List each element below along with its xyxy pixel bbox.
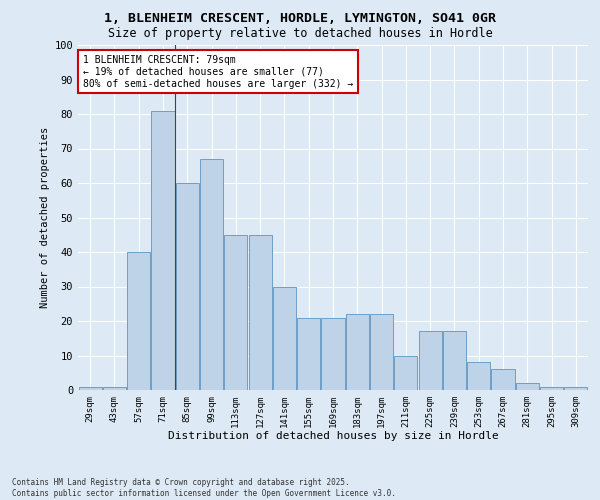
Bar	[370, 314, 393, 390]
Bar	[273, 286, 296, 390]
Bar	[200, 159, 223, 390]
Text: 1 BLENHEIM CRESCENT: 79sqm
← 19% of detached houses are smaller (77)
80% of semi: 1 BLENHEIM CRESCENT: 79sqm ← 19% of deta…	[83, 56, 353, 88]
Bar	[540, 386, 563, 390]
Bar	[565, 386, 587, 390]
Bar	[297, 318, 320, 390]
Bar	[103, 386, 126, 390]
Bar	[491, 370, 515, 390]
Bar	[151, 110, 175, 390]
X-axis label: Distribution of detached houses by size in Hordle: Distribution of detached houses by size …	[167, 432, 499, 442]
Bar	[443, 332, 466, 390]
Y-axis label: Number of detached properties: Number of detached properties	[40, 127, 50, 308]
Bar	[127, 252, 150, 390]
Text: Size of property relative to detached houses in Hordle: Size of property relative to detached ho…	[107, 28, 493, 40]
Bar	[176, 183, 199, 390]
Bar	[394, 356, 418, 390]
Bar	[467, 362, 490, 390]
Bar	[419, 332, 442, 390]
Bar	[224, 235, 247, 390]
Text: 1, BLENHEIM CRESCENT, HORDLE, LYMINGTON, SO41 0GR: 1, BLENHEIM CRESCENT, HORDLE, LYMINGTON,…	[104, 12, 496, 26]
Bar	[248, 235, 272, 390]
Bar	[516, 383, 539, 390]
Bar	[79, 386, 101, 390]
Bar	[346, 314, 369, 390]
Bar	[322, 318, 344, 390]
Text: Contains HM Land Registry data © Crown copyright and database right 2025.
Contai: Contains HM Land Registry data © Crown c…	[12, 478, 396, 498]
